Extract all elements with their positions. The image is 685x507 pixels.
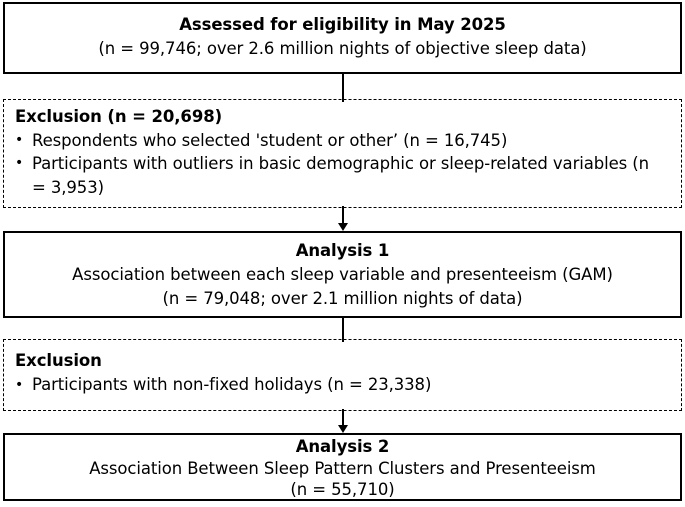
box-exclusion-1-title: Exclusion (n = 20,698)	[15, 107, 223, 126]
box-eligibility-title: Assessed for eligibility in May 2025	[179, 15, 506, 34]
connector-exclusion-1-to-analysis-1	[3, 206, 682, 231]
exclusion-2-bullet-1: Participants with non-fixed holidays (n …	[15, 373, 663, 397]
box-analysis-2-detail-1: Association Between Sleep Pattern Cluste…	[89, 458, 596, 478]
box-analysis-1-title: Analysis 1	[295, 241, 390, 260]
box-analysis-1-detail-2: (n = 79,048; over 2.1 million nights of …	[162, 289, 523, 308]
box-exclusion-2: Exclusion Participants with non-fixed ho…	[3, 339, 682, 411]
box-analysis-2-detail-2: (n = 55,710)	[290, 480, 395, 499]
box-analysis-2: Analysis 2 Association Between Sleep Pat…	[3, 433, 682, 501]
box-exclusion-2-title: Exclusion	[15, 351, 102, 370]
box-analysis-2-title: Analysis 2	[295, 437, 390, 456]
exclusion-1-bullet-2: Participants with outliers in basic demo…	[15, 152, 663, 199]
connector-line	[341, 74, 344, 102]
connector-line	[341, 318, 344, 342]
box-eligibility: Assessed for eligibility in May 2025 (n …	[3, 2, 682, 74]
box-eligibility-detail: (n = 99,746; over 2.6 million nights of …	[98, 39, 587, 58]
connector-line	[341, 409, 344, 425]
connector-line	[341, 206, 344, 223]
box-analysis-1: Analysis 1 Association between each slee…	[3, 231, 682, 318]
arrow-down-icon	[337, 223, 348, 231]
box-exclusion-1: Exclusion (n = 20,698) Respondents who s…	[3, 99, 682, 208]
connector-analysis-1-to-exclusion-2	[3, 318, 682, 342]
box-analysis-1-detail-1: Association between each sleep variable …	[72, 265, 613, 284]
connector-eligibility-to-exclusion-1	[3, 74, 682, 102]
exclusion-1-bullet-1: Respondents who selected 'student or oth…	[15, 129, 663, 153]
connector-exclusion-2-to-analysis-2	[3, 409, 682, 433]
arrow-down-icon	[337, 425, 348, 433]
